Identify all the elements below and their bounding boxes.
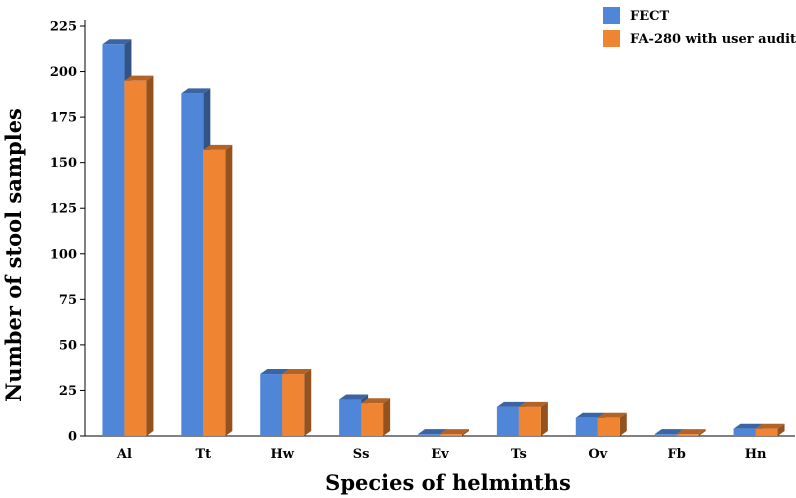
legend-item: FA-280 with user audit [603, 30, 796, 47]
y-tick-label: 150 [50, 156, 77, 171]
y-tick-label: 200 [50, 65, 77, 80]
bar-ov-fa280 [597, 412, 627, 436]
x-tick-label: Ev [431, 447, 449, 462]
bar-ss-fa280 [361, 398, 391, 436]
legend-swatch [603, 30, 620, 47]
legend-swatch [603, 7, 620, 24]
x-tick-label: Al [116, 447, 132, 462]
y-tick-label: 175 [50, 111, 77, 126]
bar-hn-fa280 [755, 423, 785, 436]
x-tick-label: Hn [745, 447, 767, 462]
x-tick-label: Ts [511, 447, 527, 462]
bar-fb-fa280 [676, 429, 706, 436]
y-tick-label: 125 [50, 202, 77, 217]
bar-ev-fa280 [440, 429, 469, 436]
x-tick-label: Ov [588, 447, 607, 462]
x-tick-label: Fb [668, 447, 686, 462]
y-tick-label: 75 [59, 293, 77, 308]
bar-hw-fa280 [282, 369, 312, 436]
legend: FECT FA-280 with user audit [603, 7, 796, 47]
y-axis: 0 25 50 75 100 125 150 175 200 225 [50, 20, 86, 445]
y-tick-label: 100 [50, 247, 77, 262]
category-labels: Al Tt Hw Ss Ev Ts Ov Fb Hn [116, 447, 767, 462]
legend-item: FECT [603, 7, 669, 24]
x-tick-label: Hw [270, 447, 294, 462]
x-axis-title: Species of helminths [325, 470, 571, 495]
bars [102, 39, 785, 437]
bar-al-fa280 [124, 75, 154, 437]
x-tick-label: Ss [353, 447, 370, 462]
y-tick-label: 225 [50, 20, 77, 35]
bar-tt-fa280 [203, 144, 233, 436]
y-tick-label: 25 [59, 384, 77, 399]
x-tick-label: Tt [195, 447, 211, 462]
y-tick-label: 50 [59, 338, 77, 353]
legend-label: FECT [630, 9, 669, 24]
bar-ts-fa280 [518, 401, 548, 436]
y-tick-label: 0 [68, 430, 77, 445]
y-axis-title: Number of stool samples [1, 108, 26, 402]
legend-label: FA-280 with user audit [630, 32, 796, 47]
